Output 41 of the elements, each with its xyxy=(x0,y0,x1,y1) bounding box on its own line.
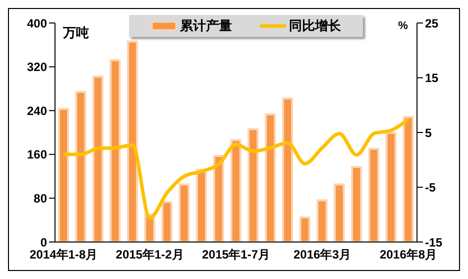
bar xyxy=(196,168,207,242)
x-tick-label: 2014年1-8月 xyxy=(30,248,98,262)
bar xyxy=(92,76,104,242)
y2-tick-label: -5 xyxy=(425,180,436,195)
x-tick-label: 2015年1-7月 xyxy=(202,248,270,262)
bar xyxy=(213,155,224,242)
bar xyxy=(110,59,121,242)
bar xyxy=(178,184,190,242)
y2-axis-title: % xyxy=(398,20,408,32)
y2-tick-label: 5 xyxy=(425,126,432,140)
legend-label: 累计产量 xyxy=(180,17,232,35)
bar xyxy=(316,199,328,242)
y2-tick-label: 15 xyxy=(425,71,439,86)
bar xyxy=(368,148,380,242)
y-tick-label: 400 xyxy=(26,16,48,30)
bar xyxy=(264,113,276,242)
bar xyxy=(334,184,345,242)
bar xyxy=(75,90,86,242)
bar xyxy=(351,166,362,242)
y-tick-label: 320 xyxy=(26,60,48,74)
bar xyxy=(161,201,172,242)
bar xyxy=(126,40,138,242)
bar xyxy=(58,108,69,242)
y2-tick-label: 25 xyxy=(425,16,439,30)
bar xyxy=(282,98,294,242)
x-tick-label: 2016年8月 xyxy=(380,248,438,262)
line-series xyxy=(62,118,410,220)
bar xyxy=(386,132,397,242)
bar xyxy=(248,128,259,242)
y2-tick-label: -15 xyxy=(425,235,443,250)
y-tick-label: 240 xyxy=(26,104,48,118)
legend-label: 同比增长 xyxy=(289,17,341,35)
x-tick-label: 2016年3月 xyxy=(294,248,351,262)
y-tick-label: 0 xyxy=(40,235,48,250)
y-tick-label: 80 xyxy=(34,191,48,206)
x-tick-label: 2015年1-2月 xyxy=(116,248,184,262)
y-axis-title: 万吨 xyxy=(62,25,89,40)
bar xyxy=(230,139,242,242)
y-tick-label: 160 xyxy=(26,148,48,162)
bar xyxy=(402,116,414,242)
bar xyxy=(299,216,310,242)
